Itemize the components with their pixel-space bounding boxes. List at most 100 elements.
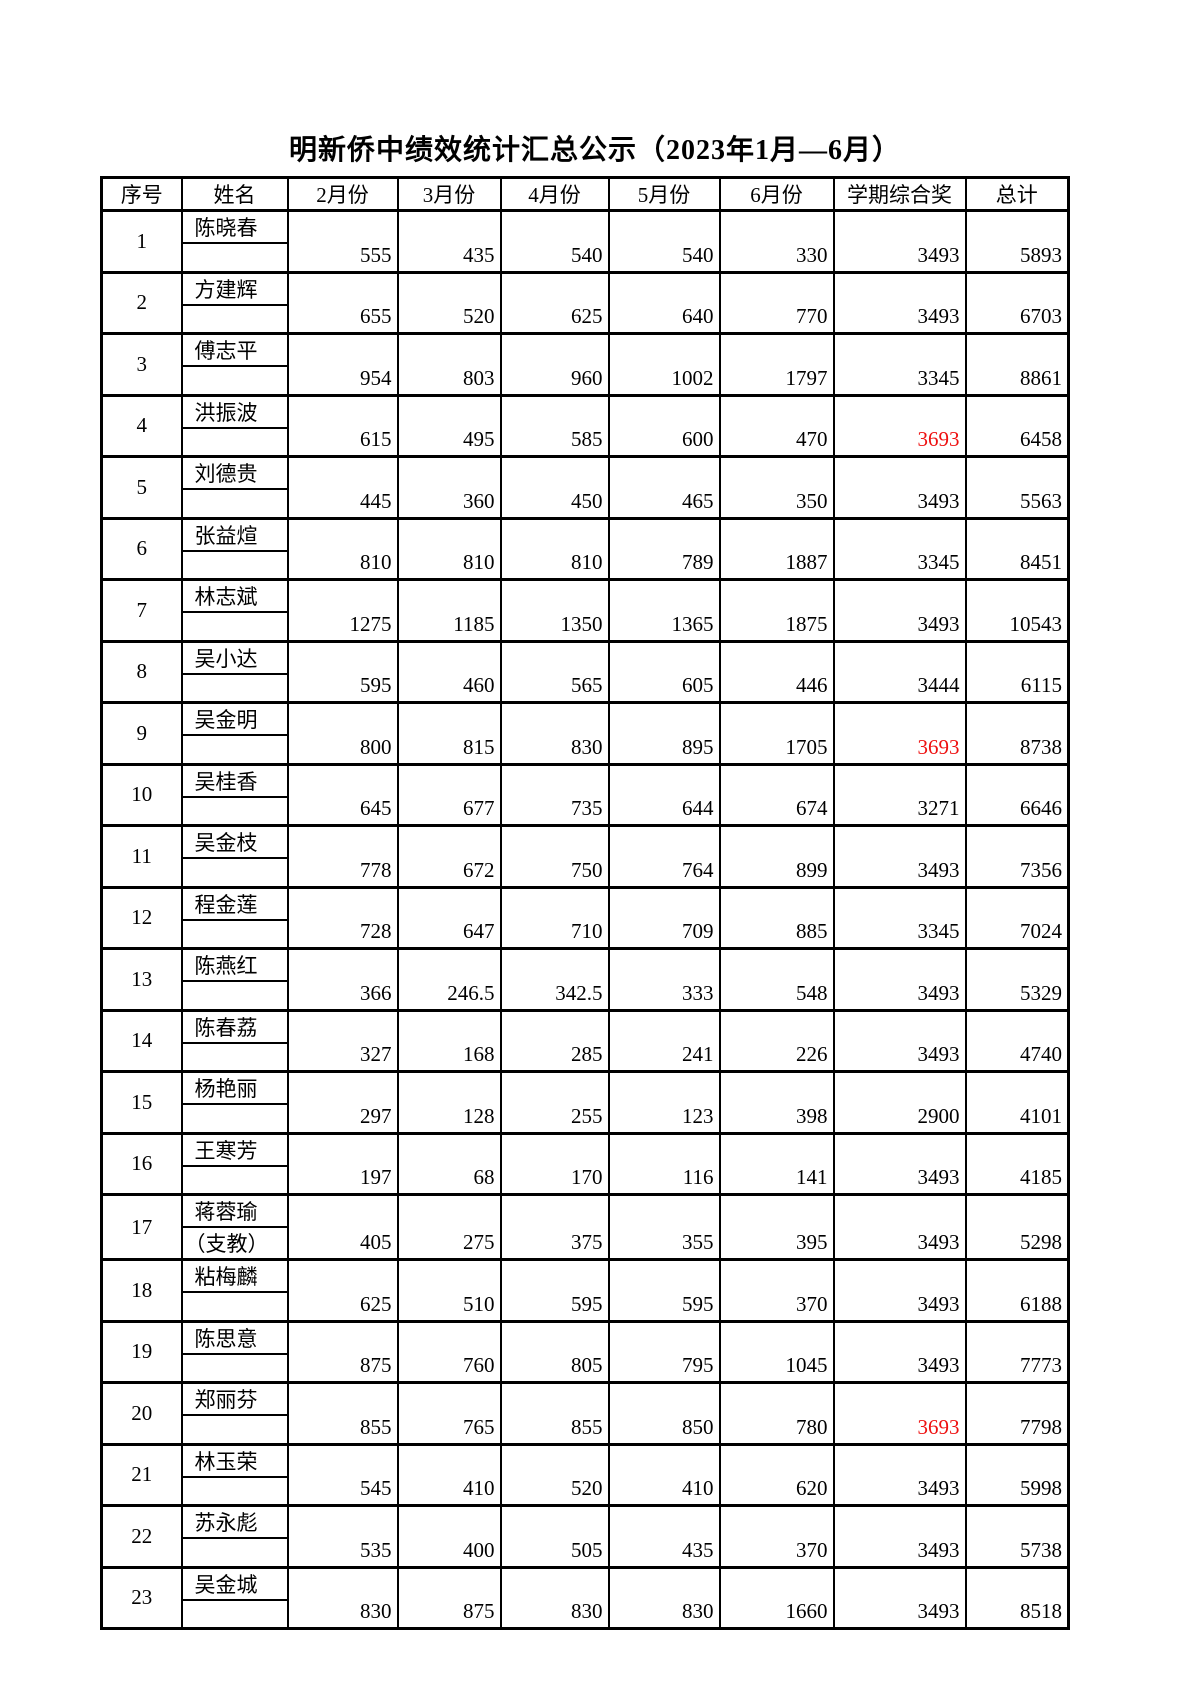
total-value-cell: 10543 — [964, 578, 1070, 642]
table-row: 8 吴小达 595 460 565 605 446 3444 6115 — [100, 639, 1070, 704]
semester-award-cell: 3493 — [832, 455, 967, 519]
teacher-note-cell — [180, 1475, 289, 1507]
teacher-note-cell: （支教） — [180, 1226, 289, 1261]
jun-value-cell: 395 — [718, 1193, 835, 1261]
table-row-note — [102, 1352, 1069, 1384]
apr-value-cell: 450 — [499, 455, 610, 519]
may-value-cell: 850 — [607, 1381, 721, 1445]
semester-award-cell: 3493 — [832, 1008, 967, 1073]
teacher-name-cell: 吴金枝 — [180, 824, 289, 859]
may-value-cell: 333 — [607, 947, 721, 1011]
table-row-note — [102, 1291, 1069, 1322]
column-header-feb: 2月份 — [286, 176, 399, 212]
row-number-cell: 8 — [100, 639, 183, 704]
row-number-cell: 19 — [100, 1319, 183, 1384]
table-row-note — [102, 303, 1069, 335]
semester-award-cell: 3493 — [832, 1131, 967, 1196]
total-value-cell: 6188 — [964, 1258, 1070, 1322]
apr-value-cell: 750 — [499, 824, 610, 888]
table-row-note — [102, 1041, 1069, 1073]
table-row-note — [102, 426, 1069, 458]
teacher-note-cell — [180, 1537, 289, 1568]
feb-value-cell: 555 — [286, 209, 399, 273]
apr-value-cell: 960 — [499, 332, 610, 396]
semester-award-cell: 3493 — [832, 1565, 967, 1630]
feb-value-cell: 197 — [286, 1131, 399, 1196]
mar-value-cell: 677 — [396, 762, 502, 827]
row-number-cell: 5 — [100, 455, 183, 519]
jun-value-cell: 370 — [718, 1258, 835, 1322]
row-number-cell: 23 — [100, 1565, 183, 1630]
performance-table: 序号 姓名 2月份 3月份 4月份 5月份 6月份 学期综合奖 总计 1 陈晓春… — [100, 176, 1070, 1630]
teacher-name-cell: 王寒芳 — [180, 1131, 289, 1167]
apr-value-cell: 1350 — [499, 578, 610, 642]
apr-value-cell: 810 — [499, 516, 610, 581]
teacher-name-cell: 苏永彪 — [180, 1504, 289, 1539]
semester-award-cell: 3493 — [832, 824, 967, 888]
apr-value-cell: 375 — [499, 1193, 610, 1261]
mar-value-cell: 510 — [396, 1258, 502, 1322]
table-row-note — [102, 488, 1069, 519]
table-row: 9 吴金明 800 815 830 895 1705 3693 8738 — [100, 701, 1070, 765]
total-value-cell: 6703 — [964, 270, 1070, 335]
mar-value-cell: 495 — [396, 393, 502, 458]
row-number-cell: 16 — [100, 1131, 183, 1196]
teacher-note-cell — [180, 611, 289, 642]
column-header-apr: 4月份 — [499, 176, 610, 212]
jun-value-cell: 398 — [718, 1070, 835, 1134]
semester-award-cell: 3493 — [832, 209, 967, 273]
total-value-cell: 8861 — [964, 332, 1070, 396]
teacher-name-cell: 方建辉 — [180, 270, 289, 306]
teacher-note-cell — [180, 242, 289, 273]
teacher-name-cell: 吴小达 — [180, 639, 289, 675]
teacher-note-cell — [180, 426, 289, 458]
may-value-cell: 410 — [607, 1442, 721, 1507]
semester-award-cell: 3345 — [832, 332, 967, 396]
table-row-note — [102, 611, 1069, 642]
total-value-cell: 7356 — [964, 824, 1070, 888]
teacher-name-cell: 郑丽芬 — [180, 1381, 289, 1416]
may-value-cell: 241 — [607, 1008, 721, 1073]
feb-value-cell: 954 — [286, 332, 399, 396]
table-row-note: （支教） — [102, 1226, 1069, 1261]
total-value-cell: 5998 — [964, 1442, 1070, 1507]
feb-value-cell: 655 — [286, 270, 399, 335]
table-row: 13 陈燕红 366 246.5 342.5 333 548 3493 5329 — [100, 947, 1070, 1011]
teacher-note-cell — [180, 980, 289, 1011]
semester-award-cell: 3493 — [832, 270, 967, 335]
may-value-cell: 789 — [607, 516, 721, 581]
jun-value-cell: 1887 — [718, 516, 835, 581]
may-value-cell: 1002 — [607, 332, 721, 396]
table-row: 20 郑丽芬 855 765 855 850 780 3693 7798 — [100, 1381, 1070, 1445]
page-title: 明新侨中绩效统计汇总公示（2023年1月—6月） — [288, 135, 901, 166]
mar-value-cell: 400 — [396, 1504, 502, 1568]
teacher-note-cell — [180, 365, 289, 396]
table-row-note — [102, 795, 1069, 827]
teacher-note-cell — [180, 1041, 289, 1073]
row-number-cell: 18 — [100, 1258, 183, 1322]
table-row: 21 林玉荣 545 410 520 410 620 3493 5998 — [100, 1442, 1070, 1507]
table-row: 2 方建辉 655 520 625 640 770 3493 6703 — [100, 270, 1070, 335]
teacher-note-cell — [180, 672, 289, 704]
mar-value-cell: 875 — [396, 1565, 502, 1630]
table-row: 18 粘梅麟 625 510 595 595 370 3493 6188 — [100, 1258, 1070, 1322]
table-row-note — [102, 1475, 1069, 1507]
column-header-total: 总计 — [964, 176, 1070, 212]
semester-award-cell: 3493 — [832, 1504, 967, 1568]
column-header-may: 5月份 — [607, 176, 721, 212]
table-row: 16 王寒芳 197 68 170 116 141 3493 4185 — [100, 1131, 1070, 1196]
jun-value-cell: 370 — [718, 1504, 835, 1568]
total-value-cell: 6458 — [964, 393, 1070, 458]
row-number-cell: 7 — [100, 578, 183, 642]
mar-value-cell: 803 — [396, 332, 502, 396]
table-row-note — [102, 857, 1069, 888]
teacher-note-cell — [180, 795, 289, 827]
feb-value-cell: 327 — [286, 1008, 399, 1073]
column-header-jun: 6月份 — [718, 176, 835, 212]
total-value-cell: 4185 — [964, 1131, 1070, 1196]
row-number-cell: 10 — [100, 762, 183, 827]
row-number-cell: 11 — [100, 824, 183, 888]
table-row: 15 杨艳丽 297 128 255 123 398 2900 4101 — [100, 1070, 1070, 1134]
apr-value-cell: 805 — [499, 1319, 610, 1384]
row-number-cell: 17 — [100, 1193, 183, 1261]
